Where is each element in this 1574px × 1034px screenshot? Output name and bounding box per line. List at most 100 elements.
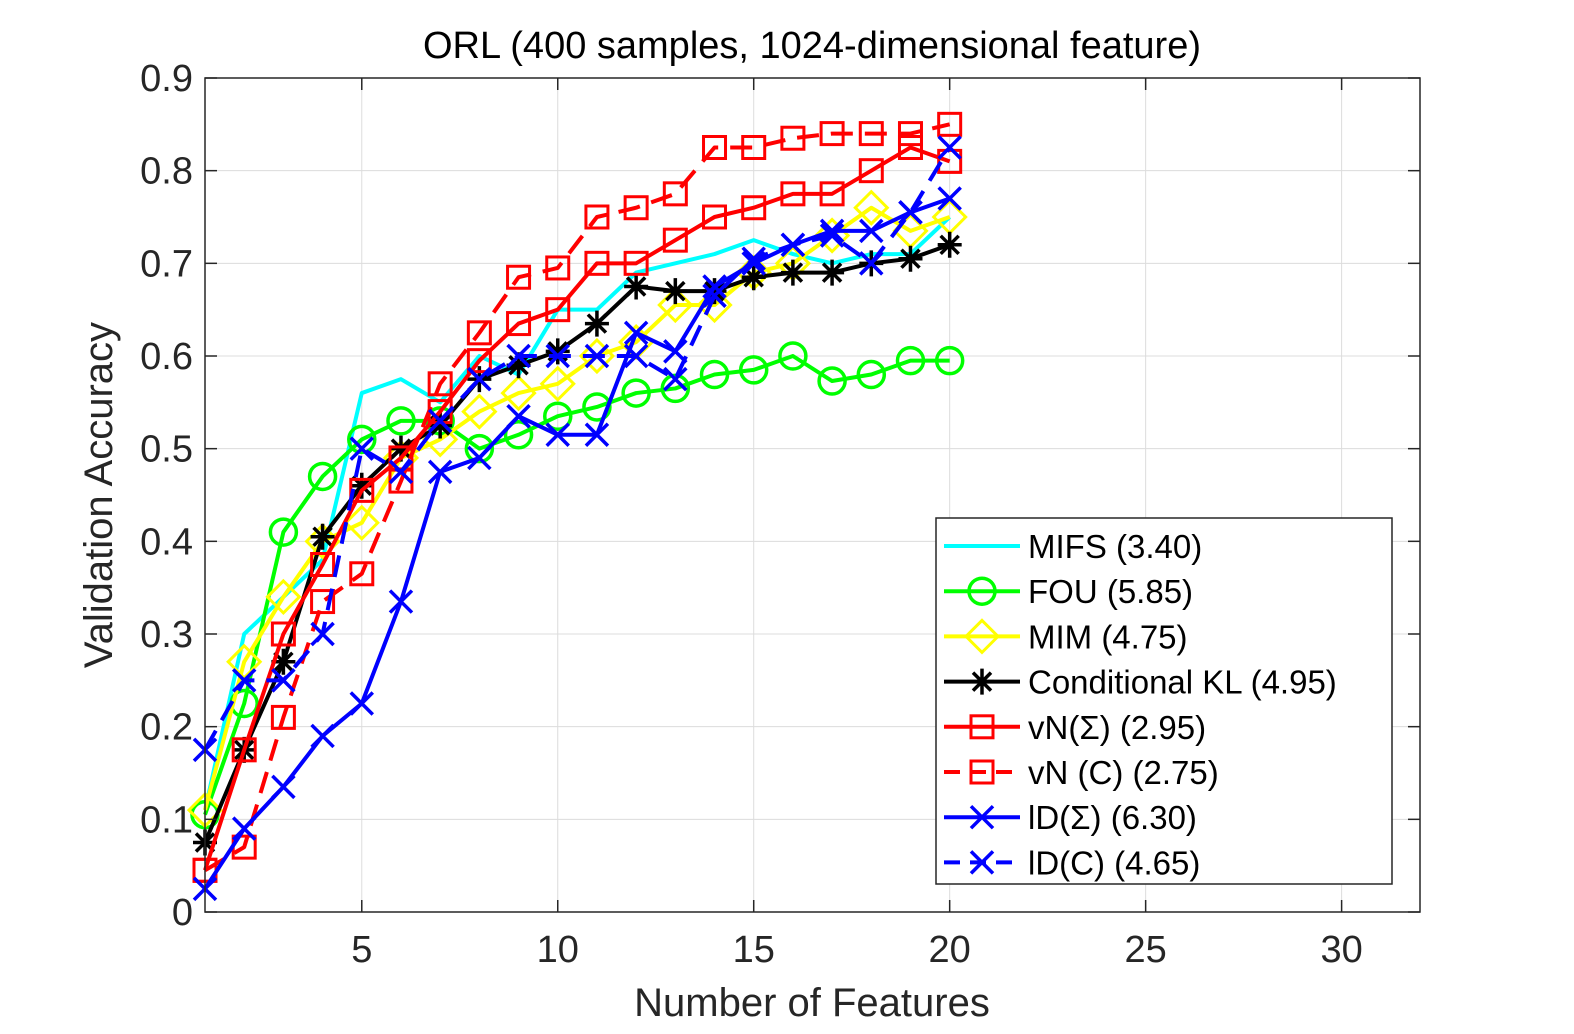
- x-tick-label: 5: [351, 929, 372, 971]
- y-tick-label: 0.4: [140, 521, 193, 563]
- data-point: [386, 406, 416, 436]
- data-point: [702, 204, 728, 230]
- data-point: [428, 412, 453, 439]
- legend-box: [935, 517, 1393, 885]
- ticks: 5 10 15 20 25 30 0 0.1 0.2 0.3 0.4 0.5 0.6 0.7 0.8 0.9: [140, 58, 1420, 971]
- legend-label: lD(C) (4.65): [1028, 844, 1200, 881]
- x-tick-label: 10: [537, 929, 579, 971]
- legend-label: Conditional KL (4.95): [1028, 664, 1337, 701]
- data-point: [271, 668, 296, 693]
- data-point: [741, 246, 766, 271]
- data-point: [738, 355, 769, 385]
- data-point: [584, 204, 610, 230]
- data-point: [578, 337, 616, 375]
- data-point: [898, 245, 923, 272]
- y-tick-label: 0.5: [140, 429, 193, 471]
- data-point: [780, 125, 806, 151]
- data-point: [388, 589, 414, 614]
- data-point: [231, 668, 257, 693]
- data-point: [741, 195, 767, 221]
- data-point: [349, 436, 375, 461]
- data-point: [467, 445, 492, 471]
- data-point: [858, 121, 884, 147]
- legend-label: lD(Σ) (6.30): [1028, 799, 1197, 836]
- data-point: [545, 422, 570, 448]
- y-tick-label: 0.3: [140, 614, 193, 656]
- data-point: [741, 264, 766, 291]
- data-point: [897, 121, 923, 147]
- legend-entry: lD(C) (4.65): [944, 844, 1200, 881]
- data-point: [427, 371, 453, 397]
- data-point: [307, 461, 338, 492]
- data-point: [856, 359, 887, 390]
- data-point: [343, 504, 380, 541]
- data-point: [820, 259, 845, 286]
- series-3: [193, 231, 962, 856]
- legend-entry: FOU (5.85): [944, 573, 1193, 610]
- y-tick-label: 0.6: [140, 336, 193, 378]
- x-tick-label: 20: [929, 929, 971, 971]
- y-tick-label: 0.7: [140, 243, 193, 285]
- x-tick-label: 30: [1320, 929, 1362, 971]
- legend-marker: [969, 759, 995, 785]
- x-axis-label: Number of Features: [634, 981, 990, 1025]
- data-point: [582, 392, 612, 422]
- data-point: [388, 459, 414, 485]
- legend-label: vN (C) (2.75): [1028, 754, 1219, 791]
- data-point: [347, 424, 377, 455]
- y-tick-label: 0: [172, 892, 193, 934]
- data-point: [584, 250, 610, 276]
- series-6: [192, 186, 962, 902]
- legend-label: MIFS (3.40): [1028, 528, 1202, 565]
- data-point: [702, 278, 727, 305]
- data-point: [937, 186, 962, 211]
- data-point: [858, 158, 884, 184]
- data-point: [859, 218, 884, 244]
- data-point: [662, 227, 688, 253]
- legend-marker: [969, 804, 995, 830]
- data-point: [427, 408, 453, 434]
- data-point: [271, 774, 296, 800]
- data-point: [663, 339, 688, 364]
- data-point: [270, 621, 296, 647]
- data-point: [623, 343, 649, 369]
- data-point: [349, 477, 375, 503]
- data-point: [702, 274, 727, 299]
- series-7: [192, 135, 962, 763]
- data-point: [663, 278, 688, 305]
- data-point: [817, 366, 847, 396]
- data-point: [780, 232, 806, 258]
- data-point: [702, 283, 727, 309]
- data-point: [466, 348, 492, 374]
- data-point: [624, 273, 649, 300]
- axes-box: [204, 77, 1421, 913]
- data-point: [467, 366, 492, 392]
- legend-marker: [969, 850, 995, 875]
- data-point: [584, 310, 609, 337]
- data-point: [231, 816, 257, 841]
- chart-title: ORL (400 samples, 1024-dimensional featu…: [423, 25, 1201, 67]
- data-point: [663, 366, 688, 392]
- data-point: [545, 297, 571, 323]
- data-point: [584, 343, 610, 369]
- data-point: [310, 589, 336, 615]
- data-point: [545, 255, 571, 281]
- series-line: [203, 146, 952, 751]
- data-point: [937, 111, 963, 137]
- data-point: [819, 181, 845, 207]
- data-point: [506, 311, 532, 337]
- data-point: [503, 420, 534, 450]
- y-tick-label: 0.2: [140, 707, 193, 749]
- data-point: [388, 435, 413, 462]
- data-point: [699, 359, 730, 390]
- data-point: [349, 691, 375, 716]
- data-point: [859, 251, 884, 276]
- data-point: [310, 621, 335, 647]
- legend-entry: MIFS (3.40): [944, 528, 1202, 565]
- legend-entry: vN (C) (2.75): [944, 754, 1219, 791]
- data-point: [310, 523, 335, 550]
- series-4: [192, 135, 963, 883]
- legend-marker: [963, 618, 1001, 655]
- x-tick-label: 25: [1125, 929, 1167, 971]
- data-point: [464, 433, 495, 464]
